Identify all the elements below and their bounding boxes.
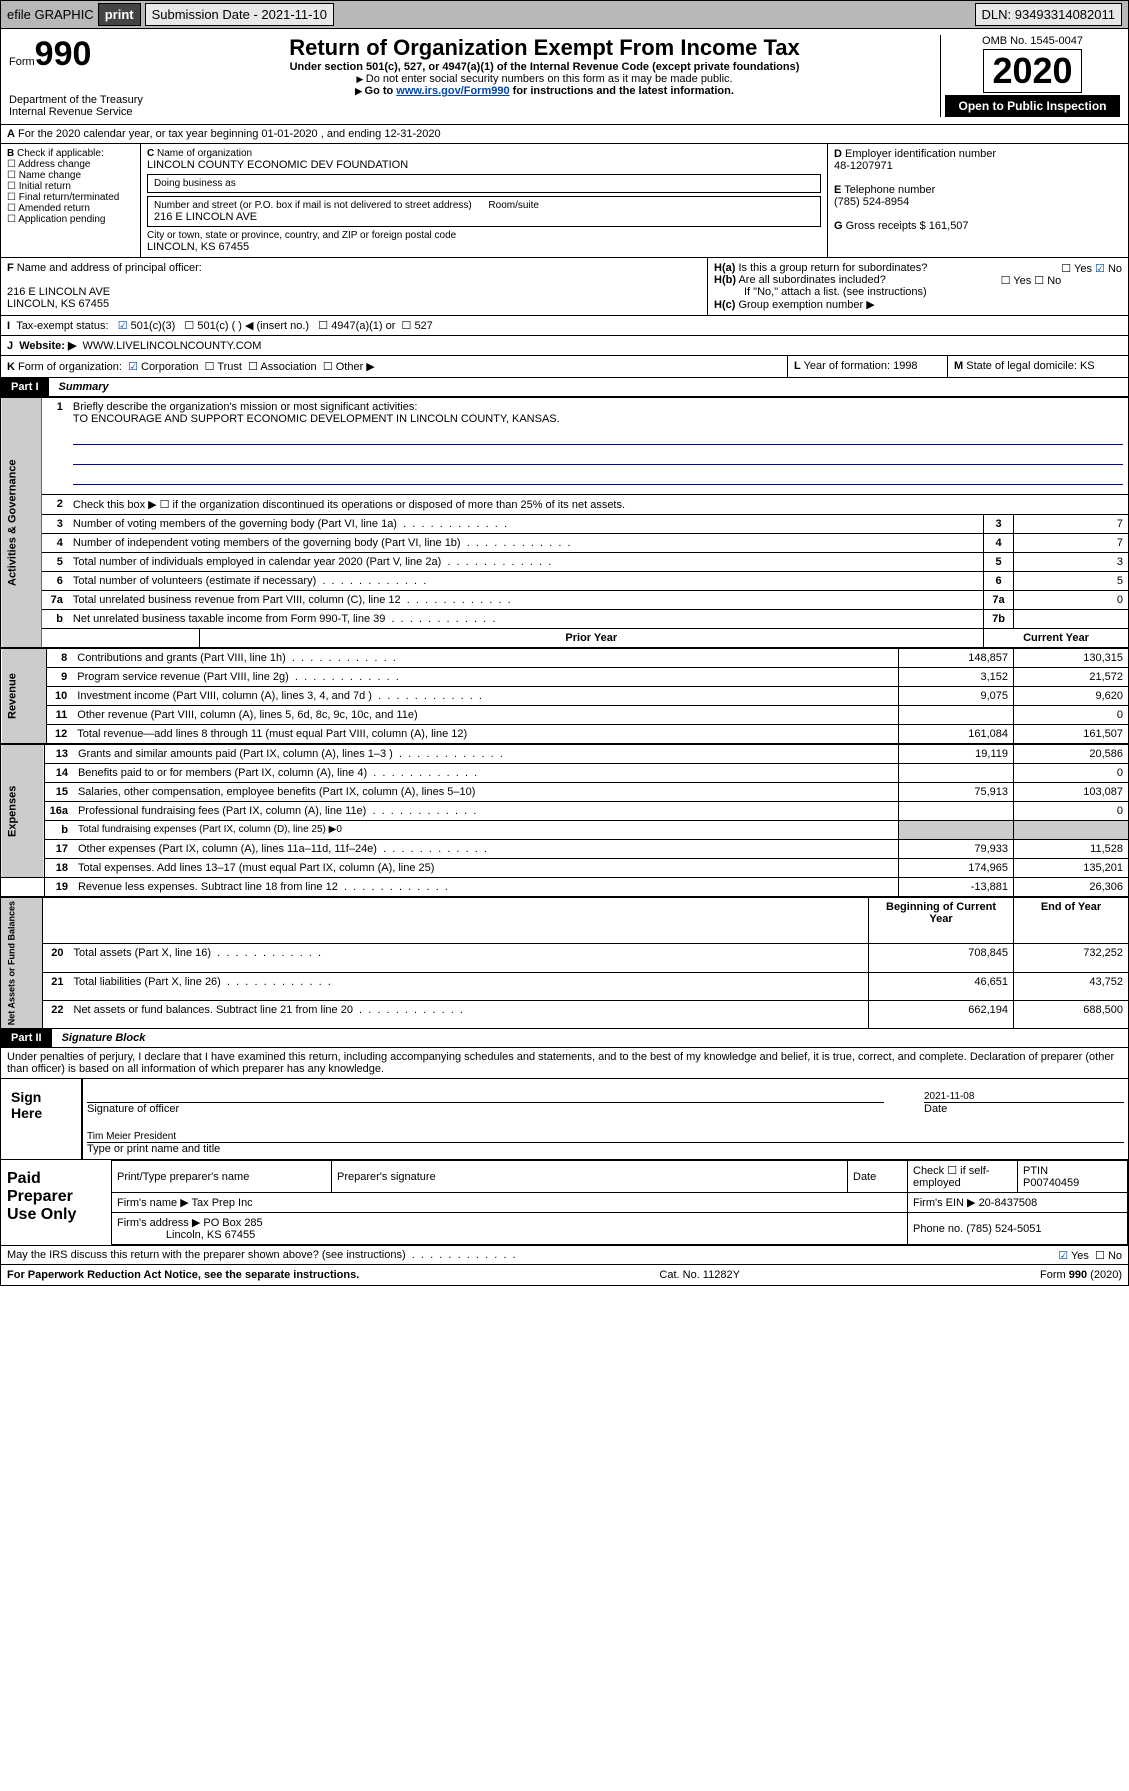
omb-number: OMB No. 1545-0047 xyxy=(945,35,1120,47)
box-i: I Tax-exempt status: 501(c)(3) 501(c) ( … xyxy=(0,316,1129,336)
ein-value: 48-1207971 xyxy=(834,160,1122,172)
top-toolbar: efile GRAPHIC print Submission Date - 20… xyxy=(0,0,1129,29)
period-row: A For the 2020 calendar year, or tax yea… xyxy=(0,125,1129,144)
phone-value: (785) 524-8954 xyxy=(834,196,1122,208)
form-subtitle: Under section 501(c), 527, or 4947(a)(1)… xyxy=(153,61,936,73)
chk-amended[interactable]: Amended return xyxy=(7,203,90,214)
box-deg: D Employer identification number 48-1207… xyxy=(828,144,1128,257)
tax-year: 2020 xyxy=(983,49,1081,93)
chk-name-change[interactable]: Name change xyxy=(7,170,81,181)
efile-label: efile GRAPHIC xyxy=(3,7,98,22)
part1-netassets-table: Net Assets or Fund Balances Beginning of… xyxy=(0,897,1129,1029)
fh-row: F Name and address of principal officer:… xyxy=(0,258,1129,316)
box-c: C Name of organization LINCOLN COUNTY EC… xyxy=(141,144,828,257)
form-word: Form xyxy=(9,56,35,68)
section-netassets: Net Assets or Fund Balances xyxy=(1,898,43,1029)
chk-initial-return[interactable]: Initial return xyxy=(7,181,71,192)
declaration-text: Under penalties of perjury, I declare th… xyxy=(0,1048,1129,1079)
footer-row: For Paperwork Reduction Act Notice, see … xyxy=(0,1265,1129,1286)
part1-bar: Part I Summary xyxy=(0,378,1129,397)
form-number-block: Form990 Department of the Treasury Inter… xyxy=(9,35,149,118)
officer-name: Tim Meier President xyxy=(87,1131,176,1142)
part1-expenses-table: Expenses 13Grants and similar amounts pa… xyxy=(0,744,1129,897)
website-value: WWW.LIVELINCOLNCOUNTY.COM xyxy=(83,340,262,352)
note-goto: Go to www.irs.gov/Form990 for instructio… xyxy=(153,85,936,97)
org-city: LINCOLN, KS 67455 xyxy=(147,241,821,253)
dept-label: Department of the Treasury xyxy=(9,94,149,106)
paid-preparer-block: Paid Preparer Use Only Print/Type prepar… xyxy=(0,1160,1129,1246)
section-revenue: Revenue xyxy=(1,649,47,744)
chk-501c3[interactable]: 501(c)(3) xyxy=(118,320,176,332)
discuss-row: May the IRS discuss this return with the… xyxy=(0,1246,1129,1265)
box-j: J Website: ▶ WWW.LIVELINCOLNCOUNTY.COM xyxy=(0,336,1129,356)
omb-block: OMB No. 1545-0047 2020 Open to Public In… xyxy=(940,35,1120,117)
irs-link[interactable]: www.irs.gov/Form990 xyxy=(396,85,509,97)
open-public-badge: Open to Public Inspection xyxy=(945,95,1120,117)
title-block: Return of Organization Exempt From Incom… xyxy=(153,35,936,97)
form-title: Return of Organization Exempt From Incom… xyxy=(153,35,936,61)
print-button[interactable]: print xyxy=(98,3,141,26)
org-name: LINCOLN COUNTY ECONOMIC DEV FOUNDATION xyxy=(147,159,821,171)
section-expenses: Expenses xyxy=(1,745,45,878)
chk-corporation[interactable]: Corporation xyxy=(128,361,198,373)
box-b: B Check if applicable: Address change Na… xyxy=(1,144,141,257)
klm-row: K Form of organization: Corporation Trus… xyxy=(0,356,1129,378)
chk-address-change[interactable]: Address change xyxy=(7,159,90,170)
bcde-row: B Check if applicable: Address change Na… xyxy=(0,144,1129,258)
form-header: Form990 Department of the Treasury Inter… xyxy=(0,29,1129,125)
part1-table: Activities & Governance 1 Briefly descri… xyxy=(0,397,1129,648)
part2-bar: Part II Signature Block xyxy=(0,1029,1129,1048)
irs-label: Internal Revenue Service xyxy=(9,106,149,118)
part1-revenue-table: Revenue 8Contributions and grants (Part … xyxy=(0,648,1129,744)
chk-final-return[interactable]: Final return/terminated xyxy=(7,192,119,203)
note-ssn: Do not enter social security numbers on … xyxy=(153,73,936,85)
mission-text: TO ENCOURAGE AND SUPPORT ECONOMIC DEVELO… xyxy=(73,413,560,425)
form-num: 990 xyxy=(35,35,92,73)
dln-label: DLN: 93493314082011 xyxy=(975,3,1123,26)
submission-date-button[interactable]: Submission Date - 2021-11-10 xyxy=(145,3,334,26)
gross-receipts: 161,507 xyxy=(929,220,969,232)
sign-here-block: Sign Here Signature of officer 2021-11-0… xyxy=(0,1079,1129,1160)
box-h: H(a) Is this a group return for subordin… xyxy=(708,258,1128,315)
section-ag: Activities & Governance xyxy=(1,398,42,648)
discuss-yes[interactable]: Yes xyxy=(1058,1250,1089,1262)
box-f: F Name and address of principal officer:… xyxy=(1,258,708,315)
discuss-no[interactable]: No xyxy=(1095,1250,1122,1262)
org-address: 216 E LINCOLN AVE xyxy=(154,211,814,223)
chk-app-pending[interactable]: Application pending xyxy=(7,214,106,225)
